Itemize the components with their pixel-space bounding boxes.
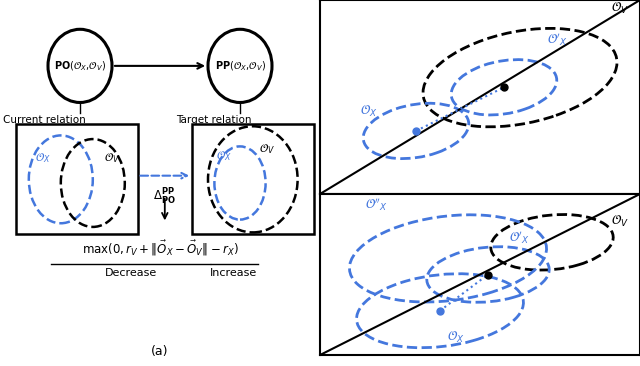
- Text: Decrease: Decrease: [105, 268, 157, 278]
- Text: $\mathbf{PO}(\mathcal{O}_X,\!\mathcal{O}_V)$: $\mathbf{PO}(\mathcal{O}_X,\!\mathcal{O}…: [54, 59, 106, 73]
- Text: $\mathbf{PP}(\mathcal{O}_X,\!\mathcal{O}_V)$: $\mathbf{PP}(\mathcal{O}_X,\!\mathcal{O}…: [214, 59, 266, 73]
- Text: $\mathcal{O}_V$: $\mathcal{O}_V$: [611, 1, 629, 16]
- Text: (a): (a): [151, 345, 169, 358]
- Text: $\mathcal{O}_X$: $\mathcal{O}_X$: [447, 329, 465, 345]
- Text: Current relation: Current relation: [3, 115, 86, 125]
- Text: $\mathcal{O}''_X$: $\mathcal{O}''_X$: [365, 196, 388, 213]
- Text: $\mathcal{O}_V$: $\mathcal{O}_V$: [259, 142, 275, 156]
- Text: Target relation: Target relation: [176, 115, 252, 125]
- Text: (b): (b): [471, 209, 489, 221]
- Text: $\mathcal{O}'_X$: $\mathcal{O}'_X$: [509, 230, 529, 246]
- Text: $\mathcal{O}_X$: $\mathcal{O}_X$: [216, 149, 232, 163]
- Text: $\mathcal{O}_X$: $\mathcal{O}_X$: [360, 104, 378, 119]
- Text: $\Delta_{\mathbf{PO}}^{\mathbf{PP}}$: $\Delta_{\mathbf{PO}}^{\mathbf{PP}}$: [154, 187, 176, 207]
- Text: $\mathcal{O}_V$: $\mathcal{O}_V$: [104, 151, 120, 165]
- Text: Increase: Increase: [210, 268, 257, 278]
- Text: $\max(0, r_V + \|\vec{O}_X - \vec{O}_V\| - r_X)$: $\max(0, r_V + \|\vec{O}_X - \vec{O}_V\|…: [82, 239, 238, 258]
- Bar: [16, 124, 138, 234]
- Text: $\mathcal{O}_X$: $\mathcal{O}_X$: [35, 151, 51, 165]
- Bar: [192, 124, 314, 234]
- Text: $\mathcal{O}_V$: $\mathcal{O}_V$: [611, 214, 629, 229]
- Text: $\mathcal{O}'_X$: $\mathcal{O}'_X$: [547, 31, 568, 48]
